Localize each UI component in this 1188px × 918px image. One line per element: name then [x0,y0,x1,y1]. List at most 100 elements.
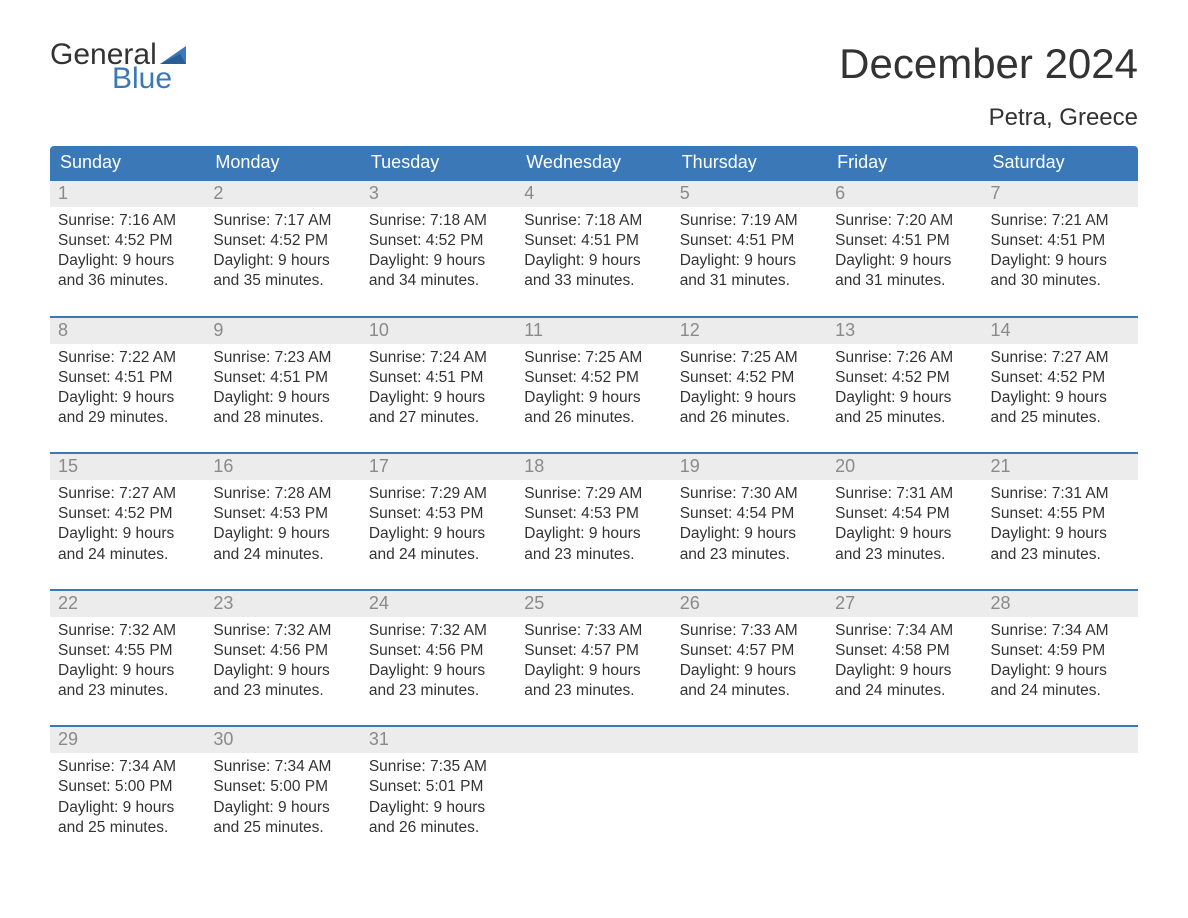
day-number [516,727,671,753]
day-sunrise: Sunrise: 7:30 AM [680,484,819,504]
day-sunrise: Sunrise: 7:24 AM [369,348,508,368]
day-sunset: Sunset: 4:53 PM [213,504,352,524]
calendar-day: 6Sunrise: 7:20 AMSunset: 4:51 PMDaylight… [827,181,982,298]
day-d1: Daylight: 9 hours [58,661,197,681]
calendar-day: 10Sunrise: 7:24 AMSunset: 4:51 PMDayligh… [361,318,516,435]
day-sunrise: Sunrise: 7:22 AM [58,348,197,368]
calendar-day: 15Sunrise: 7:27 AMSunset: 4:52 PMDayligh… [50,454,205,571]
calendar-day [672,727,827,844]
location-subtitle: Petra, Greece [50,104,1138,132]
day-details: Sunrise: 7:24 AMSunset: 4:51 PMDaylight:… [361,344,516,435]
day-number: 7 [983,181,1138,207]
day-number: 5 [672,181,827,207]
day-d1: Daylight: 9 hours [58,524,197,544]
day-sunset: Sunset: 4:52 PM [369,231,508,251]
day-number: 2 [205,181,360,207]
day-sunrise: Sunrise: 7:31 AM [835,484,974,504]
calendar-day: 25Sunrise: 7:33 AMSunset: 4:57 PMDayligh… [516,591,671,708]
day-sunset: Sunset: 4:59 PM [991,641,1130,661]
calendar-day: 5Sunrise: 7:19 AMSunset: 4:51 PMDaylight… [672,181,827,298]
day-details: Sunrise: 7:31 AMSunset: 4:55 PMDaylight:… [983,480,1138,571]
calendar-day: 16Sunrise: 7:28 AMSunset: 4:53 PMDayligh… [205,454,360,571]
day-d2: and 24 minutes. [58,545,197,565]
day-d1: Daylight: 9 hours [213,661,352,681]
day-d2: and 23 minutes. [213,681,352,701]
calendar-day: 29Sunrise: 7:34 AMSunset: 5:00 PMDayligh… [50,727,205,844]
day-d1: Daylight: 9 hours [369,798,508,818]
day-number: 30 [205,727,360,753]
day-details: Sunrise: 7:34 AMSunset: 5:00 PMDaylight:… [205,753,360,844]
day-details: Sunrise: 7:29 AMSunset: 4:53 PMDaylight:… [361,480,516,571]
day-d2: and 25 minutes. [213,818,352,838]
day-d1: Daylight: 9 hours [369,524,508,544]
day-d2: and 25 minutes. [991,408,1130,428]
day-sunrise: Sunrise: 7:16 AM [58,211,197,231]
day-d2: and 31 minutes. [835,271,974,291]
day-d1: Daylight: 9 hours [680,661,819,681]
day-sunrise: Sunrise: 7:27 AM [58,484,197,504]
calendar-day: 13Sunrise: 7:26 AMSunset: 4:52 PMDayligh… [827,318,982,435]
day-details: Sunrise: 7:32 AMSunset: 4:55 PMDaylight:… [50,617,205,708]
day-sunrise: Sunrise: 7:33 AM [524,621,663,641]
day-d1: Daylight: 9 hours [991,661,1130,681]
day-sunrise: Sunrise: 7:34 AM [213,757,352,777]
day-d2: and 35 minutes. [213,271,352,291]
day-d1: Daylight: 9 hours [213,251,352,271]
day-details: Sunrise: 7:29 AMSunset: 4:53 PMDaylight:… [516,480,671,571]
day-sunrise: Sunrise: 7:23 AM [213,348,352,368]
calendar-day: 19Sunrise: 7:30 AMSunset: 4:54 PMDayligh… [672,454,827,571]
day-d1: Daylight: 9 hours [369,661,508,681]
day-sunrise: Sunrise: 7:27 AM [991,348,1130,368]
day-d2: and 29 minutes. [58,408,197,428]
day-number [983,727,1138,753]
day-d2: and 23 minutes. [524,545,663,565]
day-d1: Daylight: 9 hours [58,251,197,271]
day-sunrise: Sunrise: 7:25 AM [524,348,663,368]
day-details: Sunrise: 7:28 AMSunset: 4:53 PMDaylight:… [205,480,360,571]
day-sunset: Sunset: 4:57 PM [680,641,819,661]
day-details: Sunrise: 7:20 AMSunset: 4:51 PMDaylight:… [827,207,982,298]
day-sunset: Sunset: 4:51 PM [680,231,819,251]
day-d2: and 24 minutes. [213,545,352,565]
day-sunset: Sunset: 4:51 PM [58,368,197,388]
day-sunset: Sunset: 4:52 PM [58,504,197,524]
day-details: Sunrise: 7:27 AMSunset: 4:52 PMDaylight:… [983,344,1138,435]
day-sunset: Sunset: 4:51 PM [835,231,974,251]
calendar-day: 2Sunrise: 7:17 AMSunset: 4:52 PMDaylight… [205,181,360,298]
day-details: Sunrise: 7:27 AMSunset: 4:52 PMDaylight:… [50,480,205,571]
calendar-day: 22Sunrise: 7:32 AMSunset: 4:55 PMDayligh… [50,591,205,708]
day-d1: Daylight: 9 hours [991,524,1130,544]
day-d1: Daylight: 9 hours [58,798,197,818]
day-sunrise: Sunrise: 7:32 AM [369,621,508,641]
calendar-day: 17Sunrise: 7:29 AMSunset: 4:53 PMDayligh… [361,454,516,571]
day-details: Sunrise: 7:34 AMSunset: 4:58 PMDaylight:… [827,617,982,708]
day-sunset: Sunset: 4:53 PM [369,504,508,524]
day-sunset: Sunset: 4:58 PM [835,641,974,661]
day-number: 3 [361,181,516,207]
day-number: 12 [672,318,827,344]
day-d2: and 36 minutes. [58,271,197,291]
day-sunset: Sunset: 4:51 PM [213,368,352,388]
day-d2: and 26 minutes. [369,818,508,838]
calendar-week: 8Sunrise: 7:22 AMSunset: 4:51 PMDaylight… [50,316,1138,435]
day-details: Sunrise: 7:32 AMSunset: 4:56 PMDaylight:… [361,617,516,708]
day-sunrise: Sunrise: 7:33 AM [680,621,819,641]
day-number: 20 [827,454,982,480]
day-d1: Daylight: 9 hours [369,251,508,271]
calendar-day: 8Sunrise: 7:22 AMSunset: 4:51 PMDaylight… [50,318,205,435]
calendar: Sunday Monday Tuesday Wednesday Thursday… [50,146,1138,844]
day-d2: and 31 minutes. [680,271,819,291]
calendar-week: 1Sunrise: 7:16 AMSunset: 4:52 PMDaylight… [50,181,1138,298]
day-sunset: Sunset: 4:56 PM [213,641,352,661]
day-d1: Daylight: 9 hours [213,388,352,408]
day-d2: and 24 minutes. [369,545,508,565]
day-d2: and 24 minutes. [991,681,1130,701]
day-d2: and 23 minutes. [524,681,663,701]
day-d2: and 33 minutes. [524,271,663,291]
day-d1: Daylight: 9 hours [524,251,663,271]
day-sunset: Sunset: 4:56 PM [369,641,508,661]
day-sunset: Sunset: 4:55 PM [991,504,1130,524]
calendar-week: 22Sunrise: 7:32 AMSunset: 4:55 PMDayligh… [50,589,1138,708]
calendar-day: 20Sunrise: 7:31 AMSunset: 4:54 PMDayligh… [827,454,982,571]
calendar-day [983,727,1138,844]
